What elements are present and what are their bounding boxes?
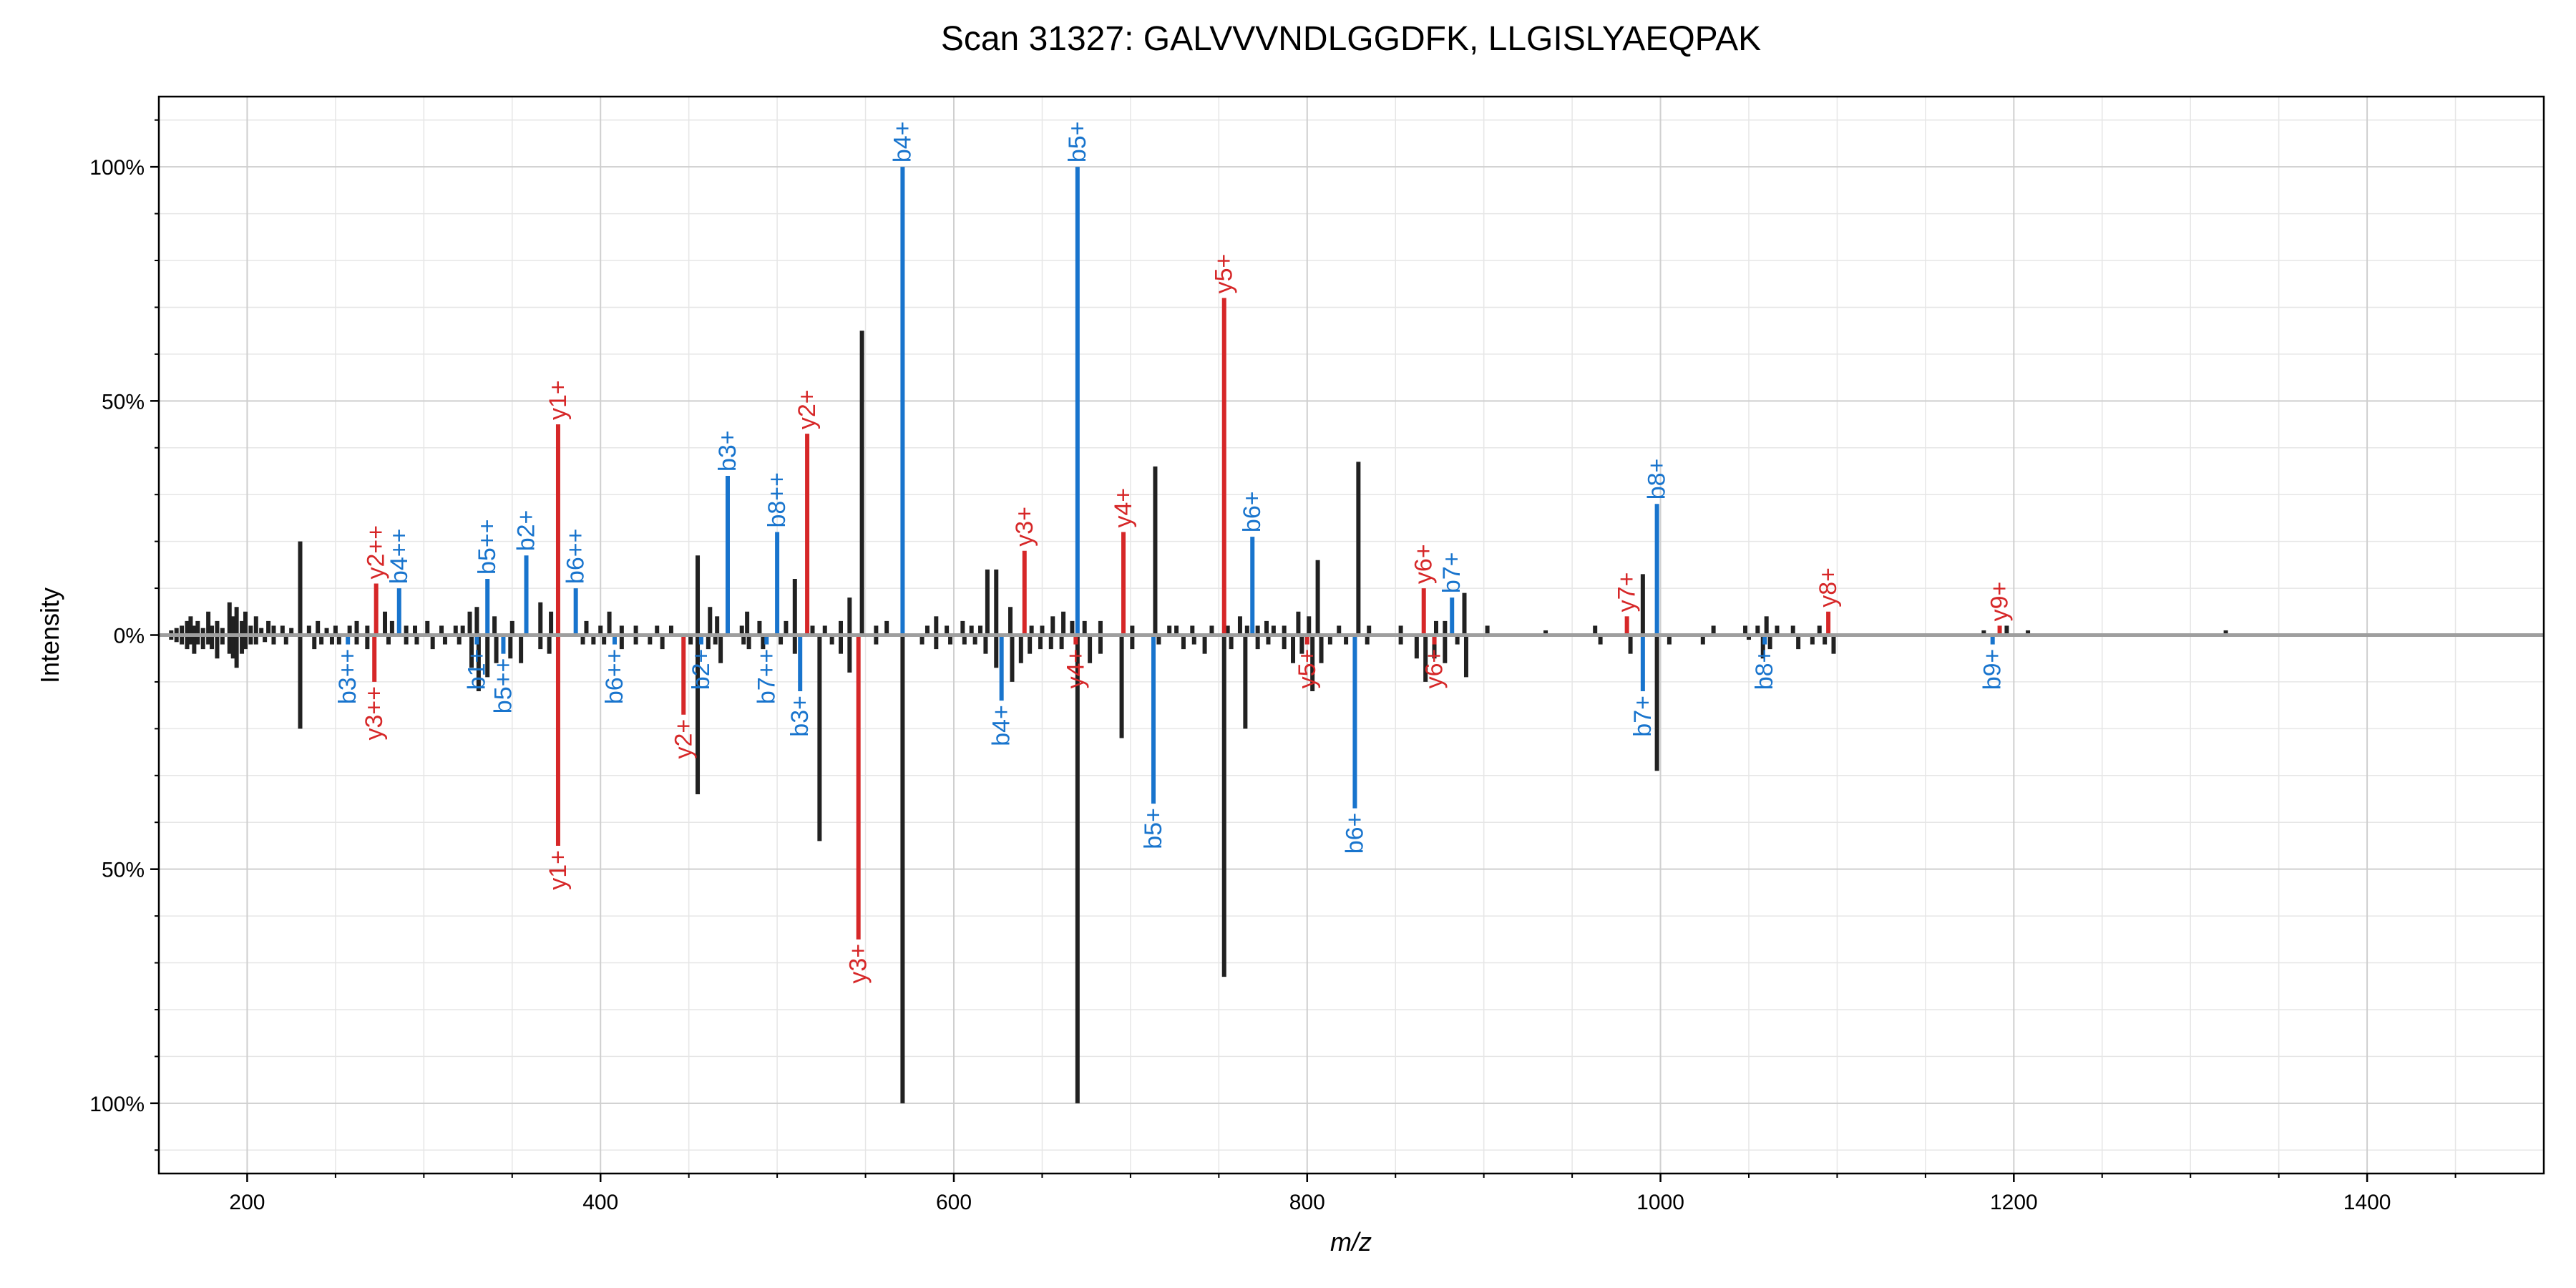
x-tick-label: 1000 bbox=[1636, 1191, 1684, 1214]
ion-label-bottom: y6+ bbox=[1421, 649, 1448, 689]
ion-label-bottom: y3++ bbox=[361, 686, 388, 741]
x-axis-label: m/z bbox=[1330, 1227, 1372, 1257]
ion-label-top: b8+ bbox=[1644, 459, 1671, 500]
ion-label-bottom: y2+ bbox=[670, 719, 697, 759]
ion-label-bottom: b3+ bbox=[786, 696, 814, 737]
y-tick-label: 100% bbox=[89, 1093, 145, 1116]
x-tick-label: 800 bbox=[1289, 1191, 1325, 1214]
ion-label-top: y2+ bbox=[794, 389, 821, 429]
ion-label-top: b4+ bbox=[889, 121, 916, 162]
x-tick-label: 600 bbox=[936, 1191, 972, 1214]
ion-label-bottom: b4+ bbox=[988, 705, 1015, 746]
ion-label-top: y4+ bbox=[1110, 488, 1137, 528]
x-tick-label: 1400 bbox=[2343, 1191, 2391, 1214]
ion-label-top: b5+ bbox=[1064, 121, 1091, 162]
ion-labels: y2++b4++ b5++ b2+ y1+ b6++ b3+ b8++ y2+ b4+ y3+ b5… bbox=[334, 121, 2013, 983]
ion-label-top: b6+ bbox=[1239, 491, 1266, 532]
ion-label-bottom: b6+ bbox=[1341, 813, 1368, 854]
ion-label-bottom: b9+ bbox=[1979, 649, 2006, 691]
x-tick-label: 200 bbox=[229, 1191, 265, 1214]
ion-label-bottom: y3+ bbox=[845, 944, 872, 984]
ion-label-top: b5++ bbox=[474, 519, 501, 575]
y-tick-label: 100% bbox=[89, 156, 145, 180]
ion-label-bottom: b3++ bbox=[334, 649, 361, 705]
axes: 200 400 600 800 1000 1200 1400 100% 50% 0% 50% 100% bbox=[89, 95, 2545, 1214]
ion-label-top: y1+ bbox=[545, 380, 572, 420]
ion-label-bottom: b7+ bbox=[1629, 696, 1657, 737]
y-tick-label: 0% bbox=[114, 625, 145, 648]
ion-label-bottom: b5+ bbox=[1140, 808, 1167, 849]
ion-label-top: b4++ bbox=[386, 529, 413, 585]
ion-label-bottom: y1+ bbox=[545, 850, 572, 890]
ion-label-top: y7+ bbox=[1614, 572, 1641, 613]
ion-label-top: b2+ bbox=[513, 510, 540, 552]
ion-label-bottom: b5++ bbox=[489, 658, 517, 714]
peaks bbox=[159, 167, 2544, 1103]
ion-label-bottom: b7++ bbox=[753, 649, 780, 705]
ion-label-top: y3+ bbox=[1011, 507, 1038, 547]
ion-label-bottom: y5+ bbox=[1294, 649, 1321, 689]
ion-label-top: b7+ bbox=[1438, 552, 1465, 593]
ion-label-bottom: y4+ bbox=[1062, 649, 1089, 689]
y-axis-label: Intensity bbox=[35, 587, 64, 683]
ion-label-top: y9+ bbox=[1986, 582, 2014, 622]
ion-label-top: b3+ bbox=[714, 430, 741, 472]
ion-label-top: y6+ bbox=[1410, 544, 1438, 584]
ion-label-top: y8+ bbox=[1815, 567, 1842, 608]
ion-label-bottom: b1+ bbox=[463, 649, 490, 691]
ion-label-top: y5+ bbox=[1211, 254, 1238, 294]
y-tick-label: 50% bbox=[102, 859, 145, 882]
ion-label-top: b6++ bbox=[562, 529, 590, 585]
ion-label-bottom: b2+ bbox=[688, 649, 715, 691]
ion-label-bottom: b8+ bbox=[1751, 649, 1778, 691]
x-tick-label: 400 bbox=[582, 1191, 618, 1214]
x-tick-label: 1200 bbox=[1990, 1191, 2038, 1214]
ion-label-top: b8++ bbox=[763, 472, 791, 528]
ion-label-top: y2++ bbox=[363, 525, 390, 580]
y-tick-label: 50% bbox=[102, 390, 145, 414]
ion-label-bottom: b6++ bbox=[601, 649, 628, 705]
chart-title: Scan 31327: GALVVVNDLGGDFK, LLGISLYAEQPA… bbox=[941, 20, 1761, 58]
